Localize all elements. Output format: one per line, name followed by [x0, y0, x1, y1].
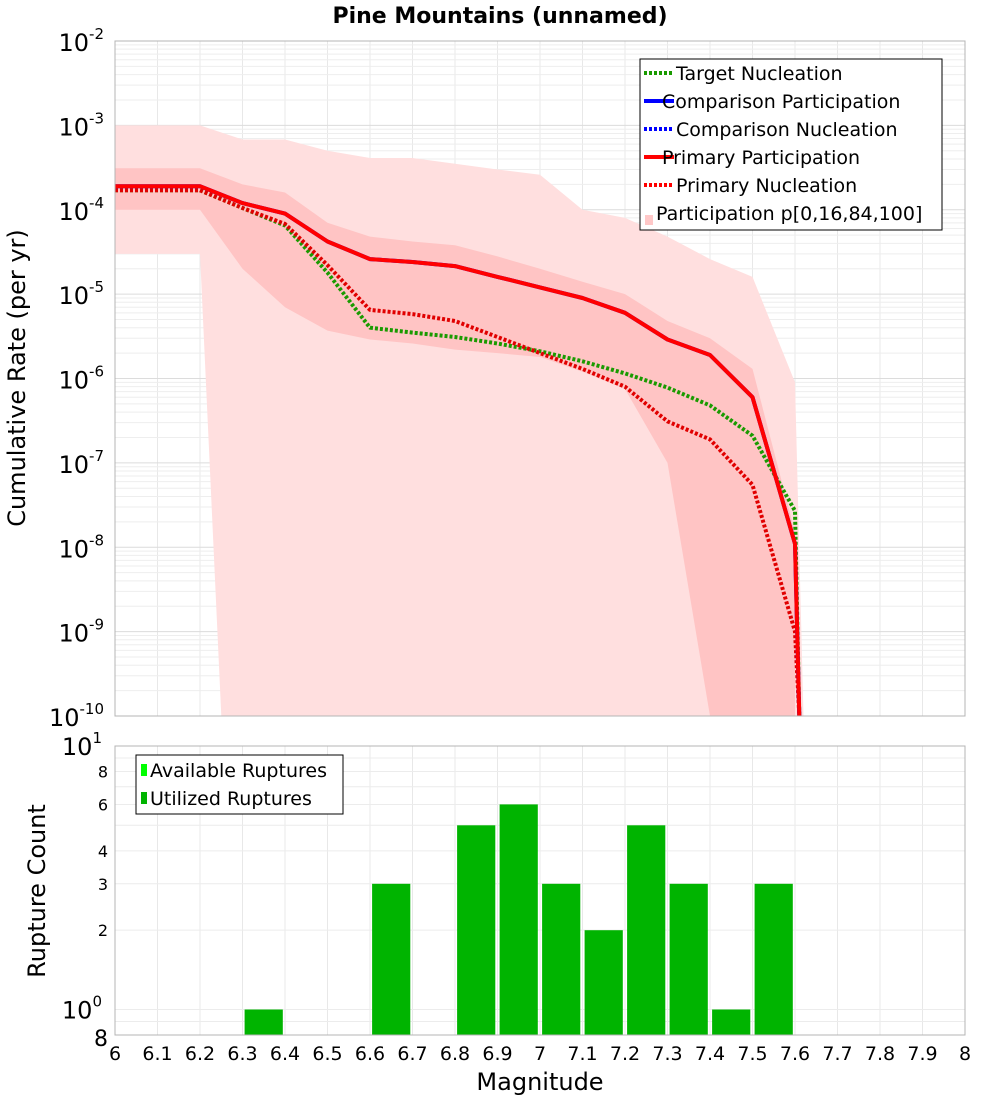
legend-item-target-nucleation: Target Nucleation [644, 63, 843, 85]
bottom-y-tick-label: 8 [94, 1027, 108, 1052]
x-tick-label: 7.5 [737, 1043, 767, 1065]
x-tick-label: 7.3 [652, 1043, 682, 1065]
rupture-bar [627, 825, 666, 1035]
top-y-tick-label: 10-3 [58, 109, 104, 141]
x-tick-label: 6.7 [397, 1043, 427, 1065]
top-y-tick-label: 10-4 [58, 194, 104, 226]
x-tick-label: 7.9 [907, 1043, 937, 1065]
rupture-bar [712, 1009, 751, 1035]
rupture-bar [584, 930, 623, 1035]
bottom-legend-box [135, 754, 344, 815]
legend-swatch [141, 764, 147, 776]
bottom-plot [114, 745, 966, 1036]
bottom-y-tick-label: 4 [98, 842, 108, 861]
x-tick-label: 6.2 [185, 1043, 215, 1065]
x-tick-label: 6.8 [440, 1043, 470, 1065]
legend-item-available-ruptures: Available Ruptures [141, 760, 327, 782]
top-y-tick-label: 10-9 [58, 616, 104, 648]
x-tick-label: 6.4 [270, 1043, 300, 1065]
bottom-y-tick-label: 2 [98, 921, 108, 940]
bottom-y-tick-label: 101 [62, 729, 102, 761]
x-tick-label: 7.6 [780, 1043, 810, 1065]
top-y-axis-label: Cumulative Rate (per yr) [3, 229, 31, 527]
top-y-tick-label: 10-8 [58, 531, 104, 563]
bottom-legend: Available Ruptures Utilized Ruptures [135, 754, 344, 815]
legend-label: Comparison Nucleation [676, 119, 898, 141]
legend-label: Primary Participation [662, 147, 860, 169]
top-y-tick-label: 10-5 [58, 278, 104, 310]
x-tick-label: 7 [534, 1043, 546, 1065]
x-tick-label: 8 [959, 1043, 971, 1065]
legend-swatch [141, 792, 147, 804]
x-tick-label: 6.9 [482, 1043, 512, 1065]
x-tick-label: 6.1 [142, 1043, 172, 1065]
legend-item-primary-participation: Primary Participation [644, 147, 860, 169]
x-tick-label: 7.7 [822, 1043, 852, 1065]
legend-label: Utilized Ruptures [150, 788, 312, 810]
series-line-primary-nucleation [115, 188, 802, 717]
x-tick-label: 6.5 [312, 1043, 342, 1065]
legend-label: Comparison Participation [662, 91, 900, 113]
legend-swatch [645, 215, 653, 225]
legend-label: Available Ruptures [150, 760, 327, 782]
rupture-bar [372, 883, 411, 1035]
bottom-y-tick-label: 3 [98, 875, 108, 894]
band-p16-p84 [115, 168, 795, 717]
x-axis-label: Magnitude [476, 1068, 603, 1096]
top-legend: Target Nucleation Comparison Participatio… [639, 58, 943, 231]
legend-label: Primary Nucleation [676, 175, 857, 197]
top-legend-box [639, 58, 943, 231]
top-plot-border [114, 40, 966, 717]
rupture-bar [457, 825, 496, 1035]
x-tick-label: 7.1 [567, 1043, 597, 1065]
rupture-bar [542, 883, 581, 1035]
legend-item-comparison-nucleation: Comparison Nucleation [644, 119, 898, 141]
x-tick-label: 6.3 [227, 1043, 257, 1065]
legend-label: Target Nucleation [675, 63, 843, 85]
rupture-bar [669, 883, 708, 1035]
x-tick-label: 7.4 [695, 1043, 725, 1065]
legend-item-comparison-participation: Comparison Participation [644, 91, 900, 113]
bottom-plot-border [114, 745, 966, 1036]
bottom-y-tick-label: 8 [98, 763, 108, 782]
bottom-y-tick-label: 6 [98, 795, 108, 814]
top-y-tick-label: 10-6 [58, 363, 104, 395]
legend-item-primary-nucleation: Primary Nucleation [644, 175, 857, 197]
series-line-primary-participation [115, 184, 802, 717]
x-tick-label: 6 [109, 1043, 121, 1065]
x-tick-label: 6.6 [355, 1043, 385, 1065]
bottom-y-tick-label: 100 [62, 992, 102, 1024]
top-y-tick-label: 10-2 [58, 25, 104, 57]
rupture-bar [754, 883, 793, 1035]
bottom-y-axis-label: Rupture Count [23, 804, 51, 978]
top-y-tick-label: 10-10 [49, 700, 104, 732]
x-tick-label: 7.8 [865, 1043, 895, 1065]
rupture-bar [244, 1009, 283, 1035]
legend-item-utilized-ruptures: Utilized Ruptures [141, 788, 312, 810]
chart-title: Pine Mountains (unnamed) [332, 4, 667, 29]
legend-item-participation-p-0-16-84-100: Participation p[0,16,84,100] [645, 203, 922, 225]
legend-label: Participation p[0,16,84,100] [656, 203, 922, 225]
rupture-bar [499, 804, 538, 1035]
x-tick-label: 7.2 [610, 1043, 640, 1065]
top-y-tick-label: 10-7 [58, 447, 104, 479]
